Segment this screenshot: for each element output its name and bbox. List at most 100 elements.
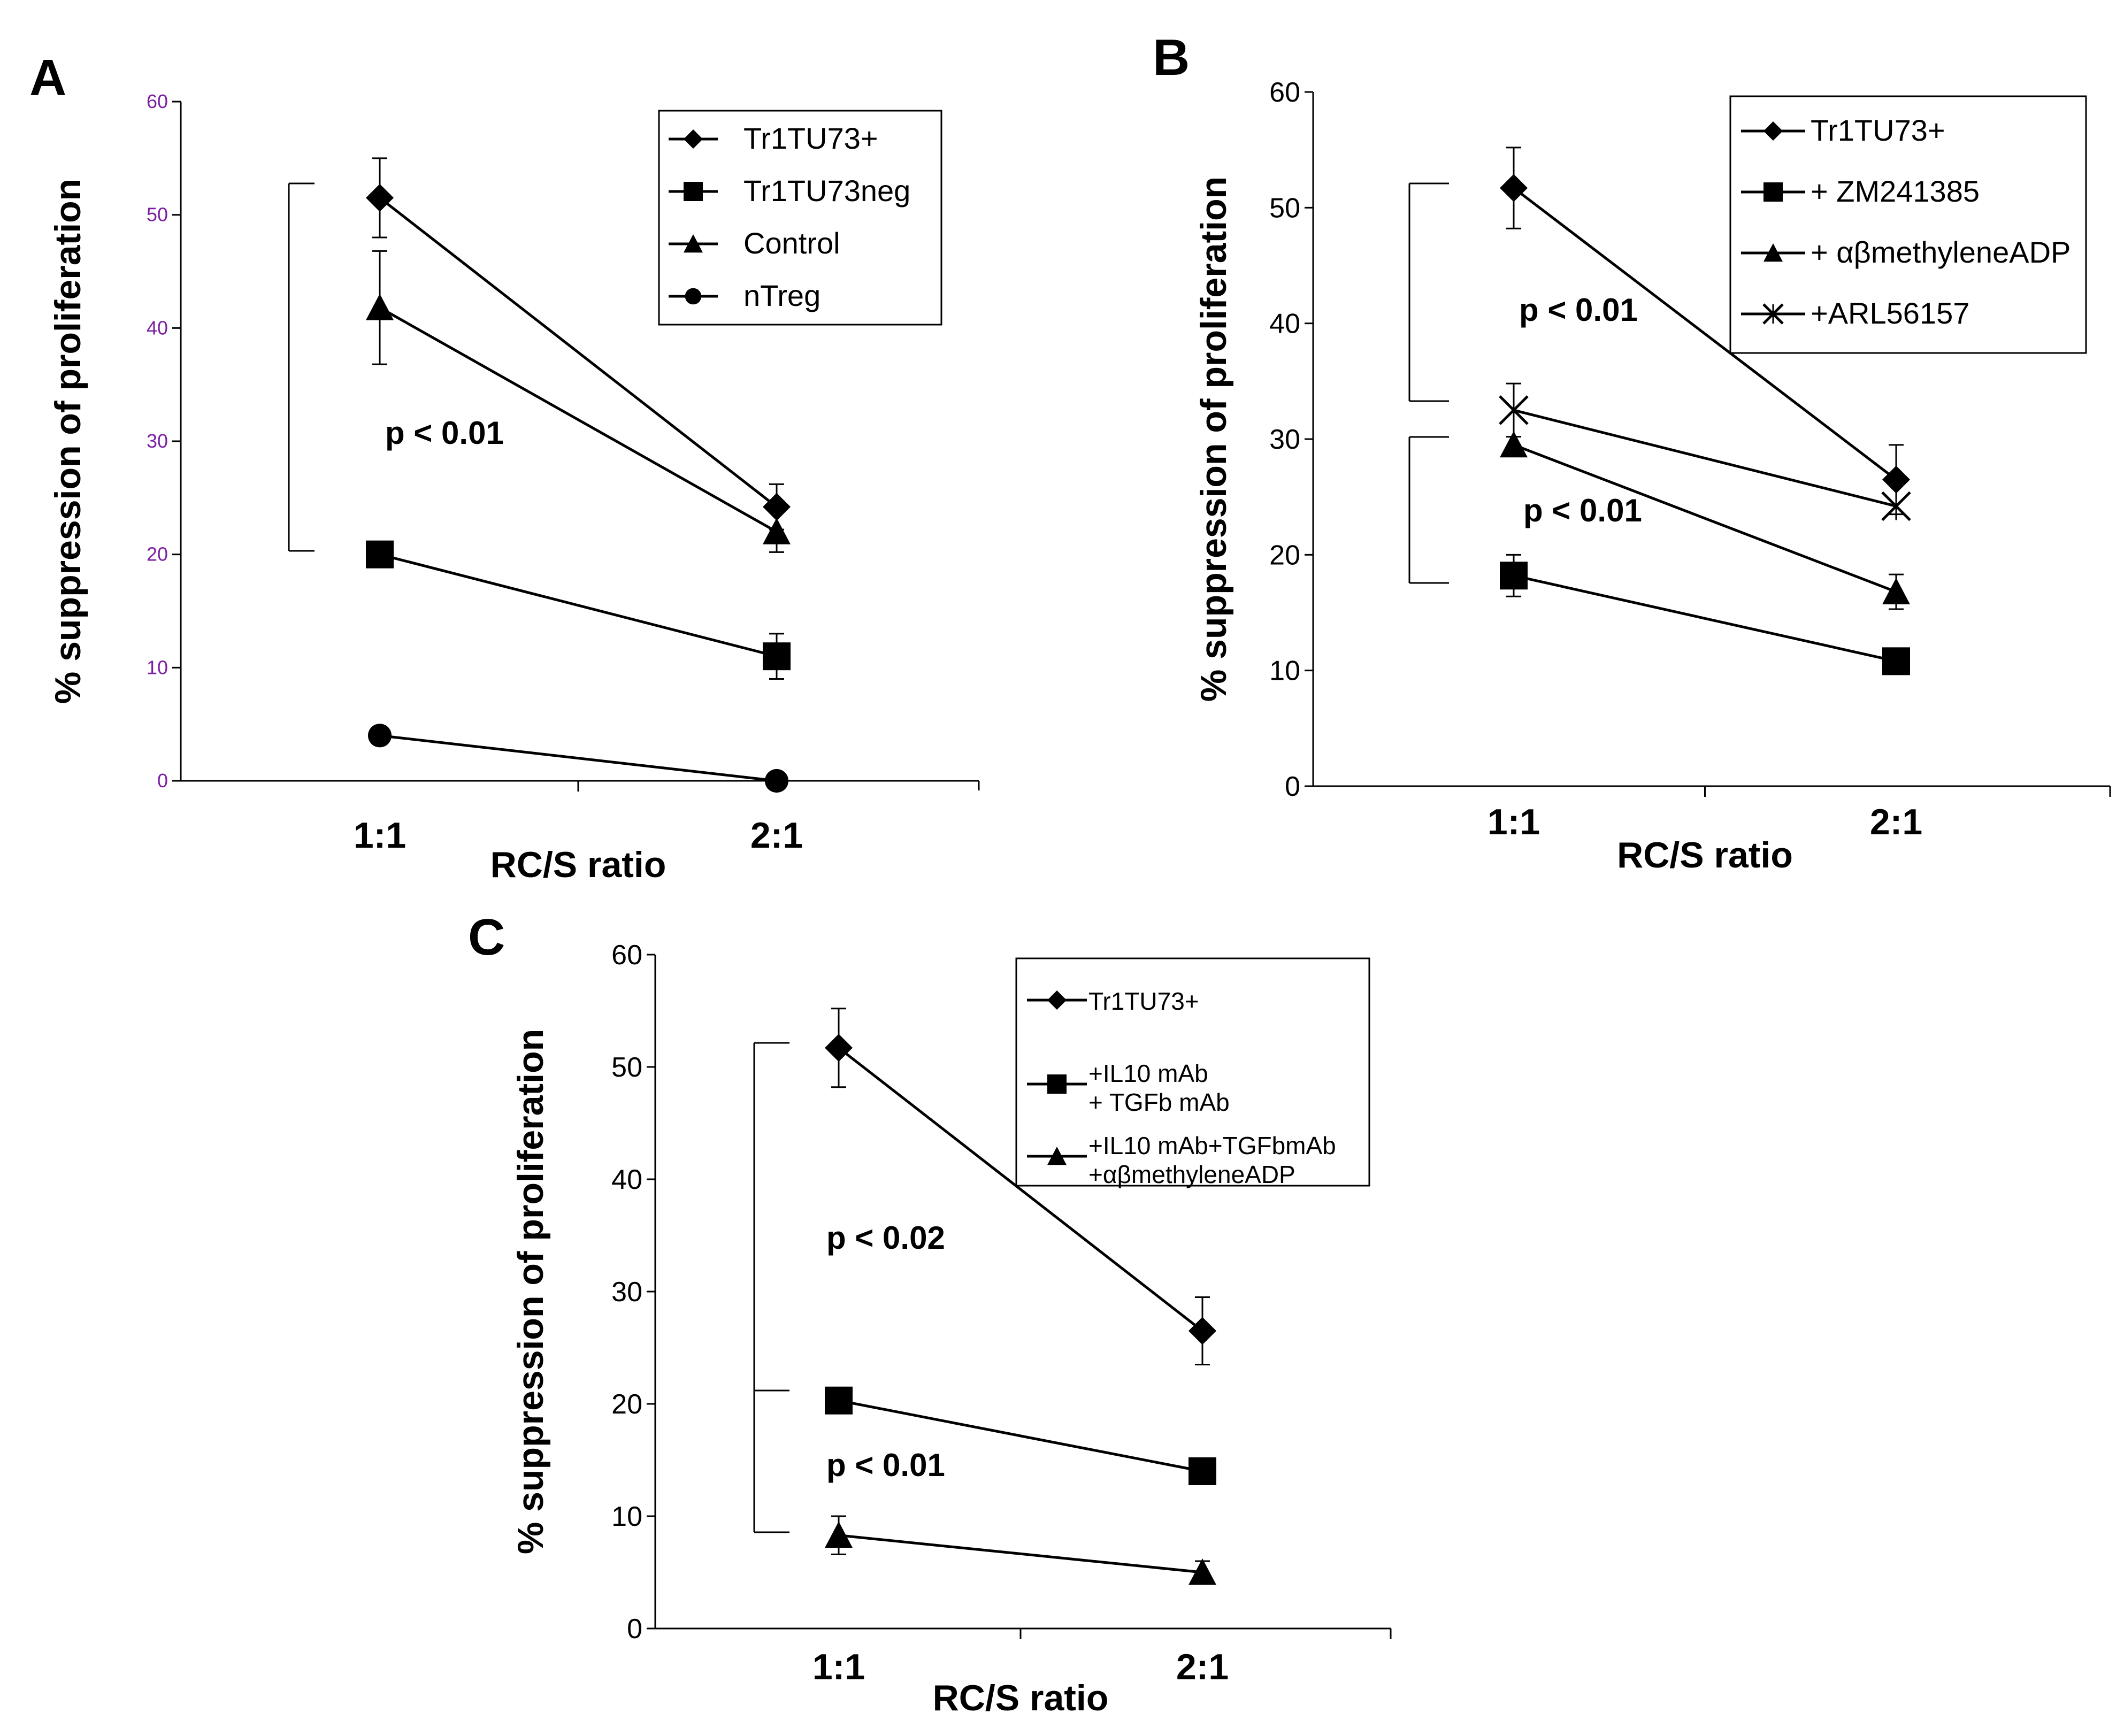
- panel-b-point-square: [1500, 562, 1528, 590]
- panel-b-y-tick-label: 50: [1269, 193, 1300, 224]
- panel-a-series-2: [366, 250, 791, 553]
- panel-a-legend-marker-square: [684, 182, 703, 201]
- panel-b-x-tick-label: 1:1: [1487, 802, 1540, 842]
- panel-c-legend-label: +IL10 mAb + TGFb mAb: [1088, 1059, 1230, 1116]
- panel-b-y-tick-label: 20: [1269, 540, 1300, 571]
- panel-c-x-tick-label: 2:1: [1176, 1647, 1229, 1687]
- panel-c-legend-marker-square: [1047, 1074, 1067, 1094]
- panel-a-legend-marker-triangle: [684, 234, 703, 253]
- panel-a-y-tick-label: 50: [147, 204, 168, 226]
- panel-c-series-line: [838, 1047, 1203, 1332]
- panel-c-p-value: p < 0.01: [826, 1447, 945, 1483]
- panel-b-legend-marker-triangle: [1763, 243, 1783, 262]
- panel-a-legend-marker-circle: [685, 288, 702, 305]
- panel-b-legend-label: + ZM241385: [1811, 174, 1980, 208]
- panel-b-series-line: [1513, 574, 1897, 663]
- panel-a-y-tick-label: 0: [157, 770, 168, 792]
- panel-a-legend-entry: nTreg: [669, 279, 821, 312]
- panel-b-legend: Tr1TU73+ + ZM241385 + αβmethyleneADP +ARL56…: [1729, 95, 2087, 354]
- panel-b-series-2: [1500, 431, 1910, 610]
- panel-a-x-axis-title: RC/S ratio: [490, 844, 666, 885]
- panel-a-point-triangle: [366, 294, 394, 320]
- panel-a-legend-label: Control: [743, 226, 840, 260]
- panel-a-legend-label-line: nTreg: [743, 279, 821, 312]
- panel-b-legend-label-line: + αβmethyleneADP: [1811, 235, 2071, 269]
- panel-b-series-line: [1513, 187, 1897, 481]
- panel-a-series-line: [379, 306, 778, 533]
- panel-c-legend-label-line: Tr1TU73+: [1088, 987, 1199, 1015]
- panel-b-series-1: [1500, 554, 1910, 675]
- panel-a-legend-entry: Tr1TU73neg: [669, 174, 910, 208]
- panel-c-legend-entry: +IL10 mAb+TGFbmAb +αβmethyleneADP: [1027, 1132, 1336, 1188]
- panel-b-point-diamond: [1882, 465, 1910, 494]
- panel-c-y-tick-label: 50: [611, 1052, 642, 1083]
- panel-a-point-diamond: [763, 493, 791, 521]
- panel-c-series-line: [838, 1534, 1203, 1574]
- panel-c-y-tick-label: 10: [611, 1501, 642, 1532]
- panel-b-legend-entry: Tr1TU73+: [1741, 113, 1945, 147]
- panel-a-point-square: [763, 642, 791, 671]
- panel-c-legend-box: [1015, 957, 1370, 1187]
- panel-b-legend-label-line: +ARL56157: [1811, 296, 1969, 330]
- panel-c-point-diamond: [1188, 1317, 1216, 1345]
- panel-c-series-line: [838, 1399, 1203, 1473]
- panel-c-point-triangle: [1188, 1558, 1216, 1585]
- panel-a-legend-entry: Tr1TU73+: [669, 121, 878, 155]
- panel-b-legend-label: + αβmethyleneADP: [1811, 235, 2071, 269]
- panel-b-legend-entry: + αβmethyleneADP: [1741, 235, 2071, 269]
- panel-c-letter: C: [468, 909, 505, 966]
- panel-b-legend-label-line: Tr1TU73+: [1811, 113, 1945, 147]
- panel-a-legend-label: nTreg: [743, 279, 821, 312]
- panel-c-legend-label: +IL10 mAb+TGFbmAb +αβmethyleneADP: [1088, 1132, 1336, 1188]
- panel-a-x-tick-label: 1:1: [354, 815, 406, 856]
- panel-c-series-1: [825, 1386, 1216, 1485]
- panel-b-p-value: p < 0.01: [1523, 493, 1642, 528]
- panel-a-legend-marker-diamond: [684, 129, 703, 149]
- panel-b-point-triangle: [1882, 578, 1910, 604]
- panel-c-legend-label-line: +IL10 mAb+TGFbmAb: [1088, 1132, 1336, 1159]
- panel-b-point-square: [1882, 647, 1910, 675]
- panel-a: A 0 10 20 30 40 50 60 1:1 2:1 RC/S ratio % suppress…: [29, 49, 980, 885]
- panel-b-y-tick-label: 60: [1269, 77, 1300, 108]
- panel-b-legend-box: [1729, 95, 2087, 354]
- panel-c-legend-label-line: + TGFb mAb: [1088, 1088, 1230, 1116]
- panel-a-p-value: p < 0.01: [385, 415, 504, 451]
- panel-c: C 0 10 20 30 40 50 60 1:1 2:1 RC/S ratio % suppress…: [468, 909, 1392, 1718]
- panel-c-legend-label: Tr1TU73+: [1088, 987, 1199, 1015]
- panel-a-y-axis-title: % suppression of proliferation: [48, 179, 88, 704]
- panel-b-legend-entry: +ARL56157: [1741, 296, 1969, 330]
- panel-b-legend-marker-square: [1763, 182, 1783, 202]
- panel-c-legend-marker-diamond: [1047, 990, 1067, 1010]
- panel-c-x-axis-title: RC/S ratio: [933, 1678, 1109, 1718]
- panel-a-y-tick-label: 20: [147, 543, 168, 565]
- panel-a-y-tick-label: 10: [147, 656, 168, 678]
- panel-c-legend-entry: +IL10 mAb + TGFb mAb: [1027, 1059, 1230, 1116]
- panel-c-y-tick-label: 20: [611, 1389, 642, 1420]
- panel-c-y-tick-label: 40: [611, 1164, 642, 1195]
- panel-c-significance-bracket: [753, 1042, 789, 1392]
- panel-a-point-circle: [764, 769, 789, 793]
- panel-a-legend-label-line: Control: [743, 226, 840, 260]
- panel-a-series-line: [379, 734, 777, 782]
- panel-a-y-tick-label: 30: [147, 430, 168, 452]
- panel-b-legend-label: +ARL56157: [1811, 296, 1969, 330]
- panel-c-significance-bracket: [753, 1389, 789, 1533]
- panel-a-series-1: [366, 540, 791, 680]
- panel-a-legend-label: Tr1TU73neg: [743, 174, 910, 208]
- panel-b-point-cross: [1881, 491, 1911, 521]
- panel-c-point-square: [825, 1386, 853, 1415]
- panel-b-legend-marker-diamond: [1763, 121, 1783, 141]
- panel-b: B 0 10 20 30 40 50 60 1:1 2:1 RC/S ratio % suppress…: [1153, 29, 2111, 875]
- panel-b-y-tick-label: 0: [1285, 771, 1300, 802]
- panel-a-legend-box: [658, 110, 942, 326]
- panel-a-legend: Tr1TU73+ Tr1TU73neg Control nTreg: [658, 110, 942, 326]
- panel-b-series-3: [1499, 382, 1911, 521]
- panel-a-point-circle: [367, 724, 392, 748]
- panel-c-series-0: [825, 1008, 1216, 1365]
- panel-a-x-tick-label: 2:1: [750, 815, 803, 856]
- panel-c-y-axis-title: % suppression of proliferation: [510, 1029, 551, 1554]
- panel-a-series-line: [379, 553, 777, 658]
- panel-c-legend-marker-triangle: [1047, 1147, 1067, 1165]
- panel-c-series-2: [825, 1515, 1216, 1585]
- panel-b-x-tick-label: 2:1: [1870, 802, 1922, 842]
